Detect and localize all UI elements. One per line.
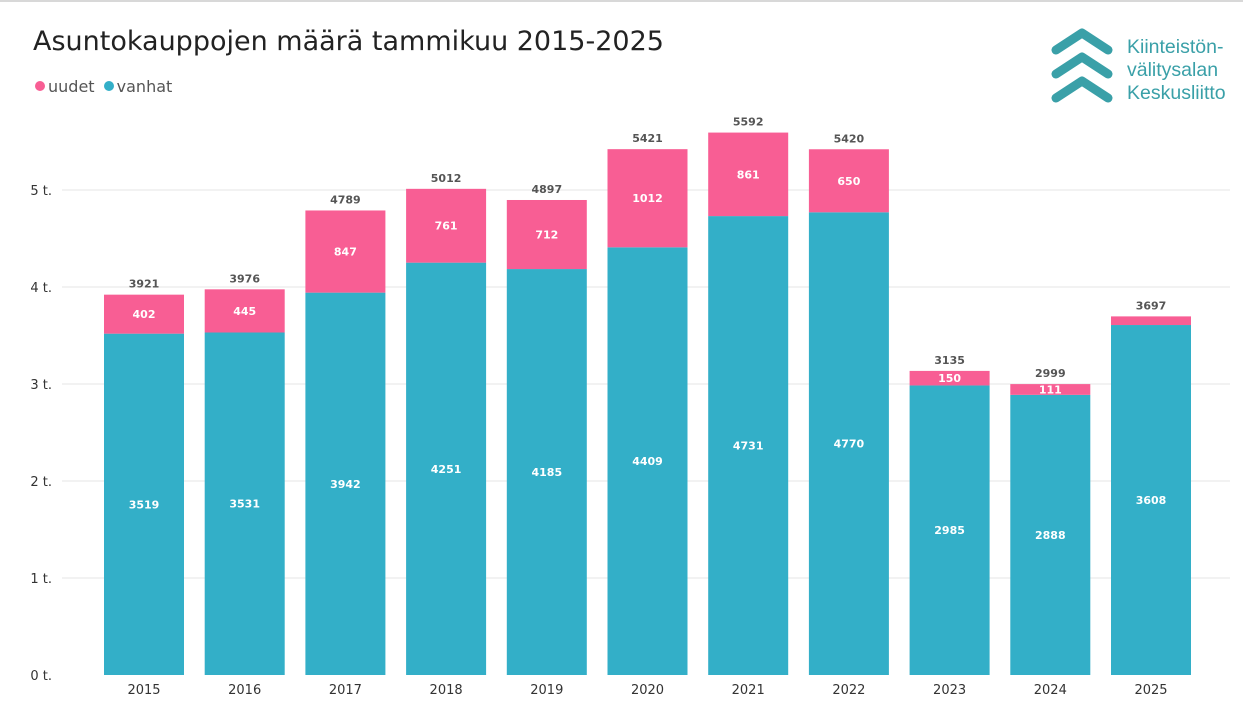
total-label: 3921 (129, 278, 160, 291)
data-label-uudet: 1012 (632, 192, 663, 205)
bar-segment-uudet (204, 289, 285, 333)
bar-segment-uudet (104, 294, 184, 334)
x-tick-label: 2016 (228, 683, 261, 698)
data-label-vanhat: 3942 (330, 478, 361, 491)
total-label: 3697 (1136, 299, 1167, 312)
logo-line-1: Kiinteistön- (1127, 36, 1224, 58)
data-label-vanhat: 4409 (632, 455, 663, 468)
legend-item-uudet[interactable]: uudet (35, 77, 95, 96)
legend-label-vanhat: vanhat (116, 76, 173, 96)
bar-segment-uudet (305, 210, 386, 293)
total-label: 2999 (1035, 367, 1066, 380)
y-tick-label: 4 t. (30, 281, 52, 296)
total-label: 4897 (531, 183, 562, 196)
bar-segment-vanhat (204, 332, 285, 675)
total-label: 3976 (229, 272, 260, 285)
data-label-vanhat: 4770 (834, 438, 865, 451)
logo-line-3: Keskusliitto (1127, 82, 1226, 104)
data-label-uudet: 402 (133, 308, 156, 321)
bar-segment-uudet (1111, 316, 1191, 326)
data-label-uudet: 150 (938, 372, 961, 385)
bar-segment-uudet (1010, 384, 1091, 395)
data-label-uudet: 650 (837, 175, 860, 188)
bar-segment-uudet (406, 188, 487, 263)
x-tick-label: 2018 (430, 683, 463, 698)
data-label-vanhat: 3519 (129, 498, 160, 511)
data-label-vanhat: 2888 (1035, 529, 1066, 542)
logo-text: Kiinteistön- välitysalan Keskusliitto (1127, 36, 1226, 105)
data-label-uudet: 111 (1039, 383, 1062, 396)
x-tick-label: 2021 (732, 683, 765, 698)
total-label: 5420 (834, 132, 865, 145)
total-label: 5012 (431, 172, 462, 185)
x-tick-label: 2019 (530, 683, 563, 698)
data-label-vanhat: 2985 (934, 524, 965, 537)
bar-segment-vanhat (104, 333, 184, 675)
data-label-vanhat: 4251 (431, 463, 462, 476)
bar-segment-vanhat (607, 247, 688, 675)
bar-segment-uudet (506, 199, 587, 270)
total-label: 5592 (733, 116, 764, 129)
data-label-vanhat: 3531 (229, 498, 260, 511)
y-tick-label: 1 t. (30, 572, 52, 587)
x-tick-label: 2020 (631, 683, 664, 698)
x-tick-label: 2017 (329, 683, 362, 698)
legend-swatch-vanhat (103, 81, 114, 91)
total-label: 5421 (632, 132, 663, 145)
data-label-vanhat: 3608 (1136, 494, 1167, 507)
data-label-uudet: 712 (535, 229, 558, 242)
data-label-vanhat: 4185 (531, 466, 562, 479)
top-rule (0, 0, 1243, 2)
double-chevron-up-icon (1051, 28, 1113, 103)
x-tick-label: 2015 (127, 683, 160, 698)
data-label-uudet: 847 (334, 246, 357, 259)
bar-segment-vanhat (1111, 325, 1191, 675)
x-tick-label: 2023 (933, 683, 966, 698)
bar-segment-uudet (909, 370, 990, 386)
logo: Kiinteistön- välitysalan Keskusliitto (1050, 28, 1240, 112)
data-label-uudet: 761 (435, 220, 458, 233)
legend-label-uudet: uudet (48, 76, 95, 96)
bar-segment-vanhat (909, 385, 990, 675)
bar-segment-uudet (808, 149, 889, 213)
data-label-vanhat: 4731 (733, 440, 764, 453)
y-tick-label: 0 t. (30, 669, 52, 684)
logo-line-2: välitysalan (1127, 59, 1219, 81)
total-label: 4789 (330, 193, 361, 206)
bar-segment-vanhat (305, 292, 386, 675)
y-tick-label: 3 t. (30, 378, 52, 393)
y-tick-label: 5 t. (30, 184, 52, 199)
bar-segment-vanhat (708, 216, 789, 675)
bar-segment-vanhat (1010, 394, 1091, 675)
data-label-uudet: 861 (737, 168, 760, 181)
bar-segment-vanhat (406, 262, 487, 675)
bar-segment-vanhat (808, 212, 889, 675)
bar-segment-uudet (607, 149, 688, 248)
x-tick-label: 2024 (1034, 683, 1067, 698)
x-tick-label: 2022 (832, 683, 865, 698)
legend-swatch-uudet (35, 81, 45, 91)
y-tick-label: 2 t. (30, 475, 52, 490)
chart-title: Asuntokauppojen määrä tammikuu 2015-2025 (33, 26, 664, 57)
legend-item-vanhat[interactable]: vanhat (103, 76, 173, 96)
bar-segment-uudet (708, 132, 789, 217)
x-tick-label: 2025 (1134, 683, 1167, 698)
data-label-uudet: 445 (233, 305, 256, 318)
bar-segment-vanhat (506, 269, 587, 675)
total-label: 3135 (934, 354, 965, 367)
legend: uudet vanhat (35, 76, 176, 96)
